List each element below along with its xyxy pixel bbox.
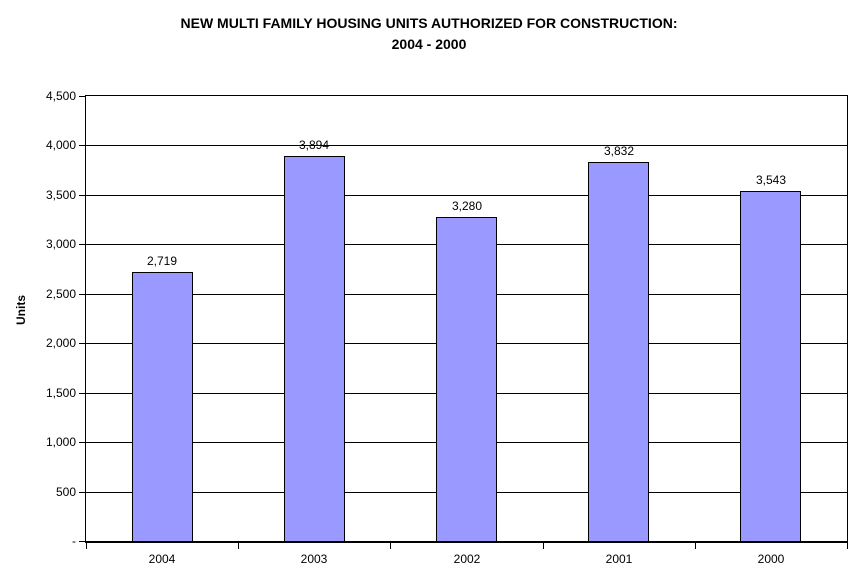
xcat-label-2000: 2000: [757, 552, 785, 566]
ytick-label-3500: 3,500: [45, 188, 76, 202]
ytick-label-3000: 3,000: [45, 237, 76, 251]
bar-value-label-2004: 2,719: [146, 254, 178, 268]
ytick-label-1500: 1,500: [45, 386, 76, 400]
xcat-label-2004: 2004: [148, 552, 176, 566]
ytick-mark-2500: [79, 294, 86, 295]
ytick-mark-500: [79, 492, 86, 493]
bar-value-label-2002: 3,280: [451, 199, 483, 213]
plot-area: 2,719 3,894 3,280 3,832 3,543: [85, 95, 848, 543]
xtick-mark-1: [238, 542, 239, 549]
bar-value-label-2001: 3,832: [603, 144, 635, 158]
gridline-4000: [86, 145, 847, 146]
bar-2002: [436, 217, 497, 541]
ytick-label-500: 500: [55, 485, 76, 499]
ytick-label-4500: 4,500: [45, 89, 76, 103]
bar-2004: [132, 272, 193, 541]
xtick-mark-5: [847, 542, 848, 549]
ytick-label-0: -: [72, 534, 76, 548]
ytick-mark-1000: [79, 442, 86, 443]
gridline-3500: [86, 195, 847, 196]
ytick-mark-1500: [79, 393, 86, 394]
ytick-mark-3000: [79, 244, 86, 245]
xcat-label-2003: 2003: [300, 552, 328, 566]
ytick-mark-3500: [79, 195, 86, 196]
ytick-label-4000: 4,000: [45, 138, 76, 152]
xtick-mark-4: [695, 542, 696, 549]
bar-value-label-2000: 3,543: [755, 173, 787, 187]
chart-title-line1: NEW MULTI FAMILY HOUSING UNITS AUTHORIZE…: [180, 15, 678, 31]
ytick-label-2000: 2,000: [45, 336, 76, 350]
ytick-label-1000: 1,000: [45, 435, 76, 449]
xtick-mark-3: [543, 542, 544, 549]
ytick-mark-2000: [79, 343, 86, 344]
ytick-mark-0: [79, 541, 86, 542]
xtick-mark-2: [390, 542, 391, 549]
ytick-label-2500: 2,500: [45, 287, 76, 301]
bar-2003: [284, 156, 345, 541]
xtick-mark-0: [86, 542, 87, 549]
bar-value-label-2003: 3,894: [298, 138, 330, 152]
chart-title: NEW MULTI FAMILY HOUSING UNITS AUTHORIZE…: [0, 13, 858, 55]
bar-2001: [588, 162, 649, 541]
bar-2000: [740, 191, 801, 541]
ytick-mark-4500: [79, 96, 86, 97]
xcat-label-2001: 2001: [605, 552, 633, 566]
ytick-mark-4000: [79, 145, 86, 146]
xcat-label-2002: 2002: [453, 552, 481, 566]
chart-title-line2: 2004 - 2000: [391, 36, 467, 52]
